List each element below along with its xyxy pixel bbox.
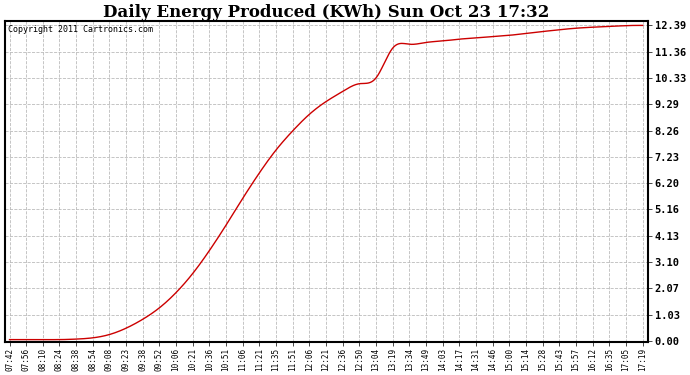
Title: Daily Energy Produced (KWh) Sun Oct 23 17:32: Daily Energy Produced (KWh) Sun Oct 23 1… (103, 4, 549, 21)
Text: Copyright 2011 Cartronics.com: Copyright 2011 Cartronics.com (8, 24, 152, 33)
